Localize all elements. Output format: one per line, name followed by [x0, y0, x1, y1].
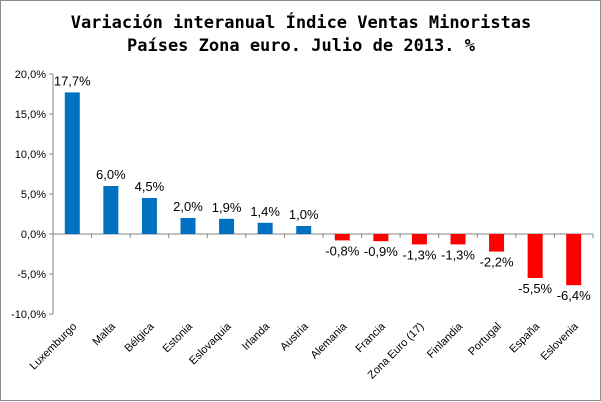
bar-finlandia — [450, 234, 466, 245]
category-label: Irlanda — [240, 320, 273, 353]
y-tick-label: 5,0% — [21, 189, 46, 201]
category-label: Eslovenia — [539, 320, 582, 363]
bar-luxemburgo — [64, 92, 80, 235]
bar-b-lgica — [141, 198, 157, 234]
category-label: Portugal — [466, 321, 503, 358]
category-label: Austria — [278, 320, 311, 353]
category-label: Alemania — [308, 320, 350, 362]
data-label: -0,8% — [325, 243, 359, 258]
category-label: Luxemburgo — [28, 321, 80, 373]
data-label: -6,4% — [557, 288, 591, 303]
data-label: -5,5% — [518, 281, 552, 296]
bar-layer — [64, 92, 582, 286]
y-tick-label: 0,0% — [21, 229, 46, 241]
bar-eslovaquia — [219, 218, 235, 234]
bar-portugal — [489, 234, 505, 252]
data-label: 1,0% — [289, 207, 319, 222]
data-label: 17,7% — [54, 73, 91, 88]
bar-estonia — [180, 218, 196, 234]
data-label: 1,4% — [250, 204, 280, 219]
data-label: 4,5% — [135, 179, 165, 194]
data-label: 2,0% — [173, 199, 203, 214]
y-tick-label: -5,0% — [17, 269, 46, 281]
chart-title-line-1: Variación interanual Índice Ventas Minor… — [71, 11, 532, 33]
category-label: Malta — [90, 320, 118, 348]
category-label: Bélgica — [123, 320, 158, 355]
chart-title-line-2: Países Zona euro. Julio de 2013. % — [127, 36, 476, 56]
category-label: Estonia — [161, 320, 196, 355]
y-tick-label: -10,0% — [11, 309, 46, 321]
bar-espa-a — [527, 234, 543, 278]
bar-alemania — [334, 234, 350, 241]
data-label: -1,3% — [402, 247, 436, 262]
data-label: -0,9% — [364, 244, 398, 259]
category-label: Eslovaquia — [187, 320, 234, 367]
y-tick-label: 10,0% — [15, 149, 46, 161]
bar-malta — [103, 186, 119, 234]
bar-irlanda — [257, 222, 273, 234]
category-label: España — [507, 320, 542, 355]
data-label: -1,3% — [441, 247, 475, 262]
bar-eslovenia — [566, 234, 582, 286]
category-label: Francia — [354, 320, 389, 355]
y-tick-label: 15,0% — [15, 109, 46, 121]
bar-zona-euro-17- — [411, 234, 427, 245]
data-label: 6,0% — [96, 167, 126, 182]
category-label: Finlandia — [425, 320, 466, 361]
bar-francia — [373, 234, 389, 242]
axis-layer: 20,0% 15,0% 10,0% 5,0% 0,0% -5,0% -10,0% — [11, 69, 594, 321]
y-tick-label: 20,0% — [15, 69, 46, 81]
bar-austria — [296, 226, 312, 234]
data-label: 1,9% — [212, 200, 242, 215]
data-label: -2,2% — [480, 255, 514, 270]
